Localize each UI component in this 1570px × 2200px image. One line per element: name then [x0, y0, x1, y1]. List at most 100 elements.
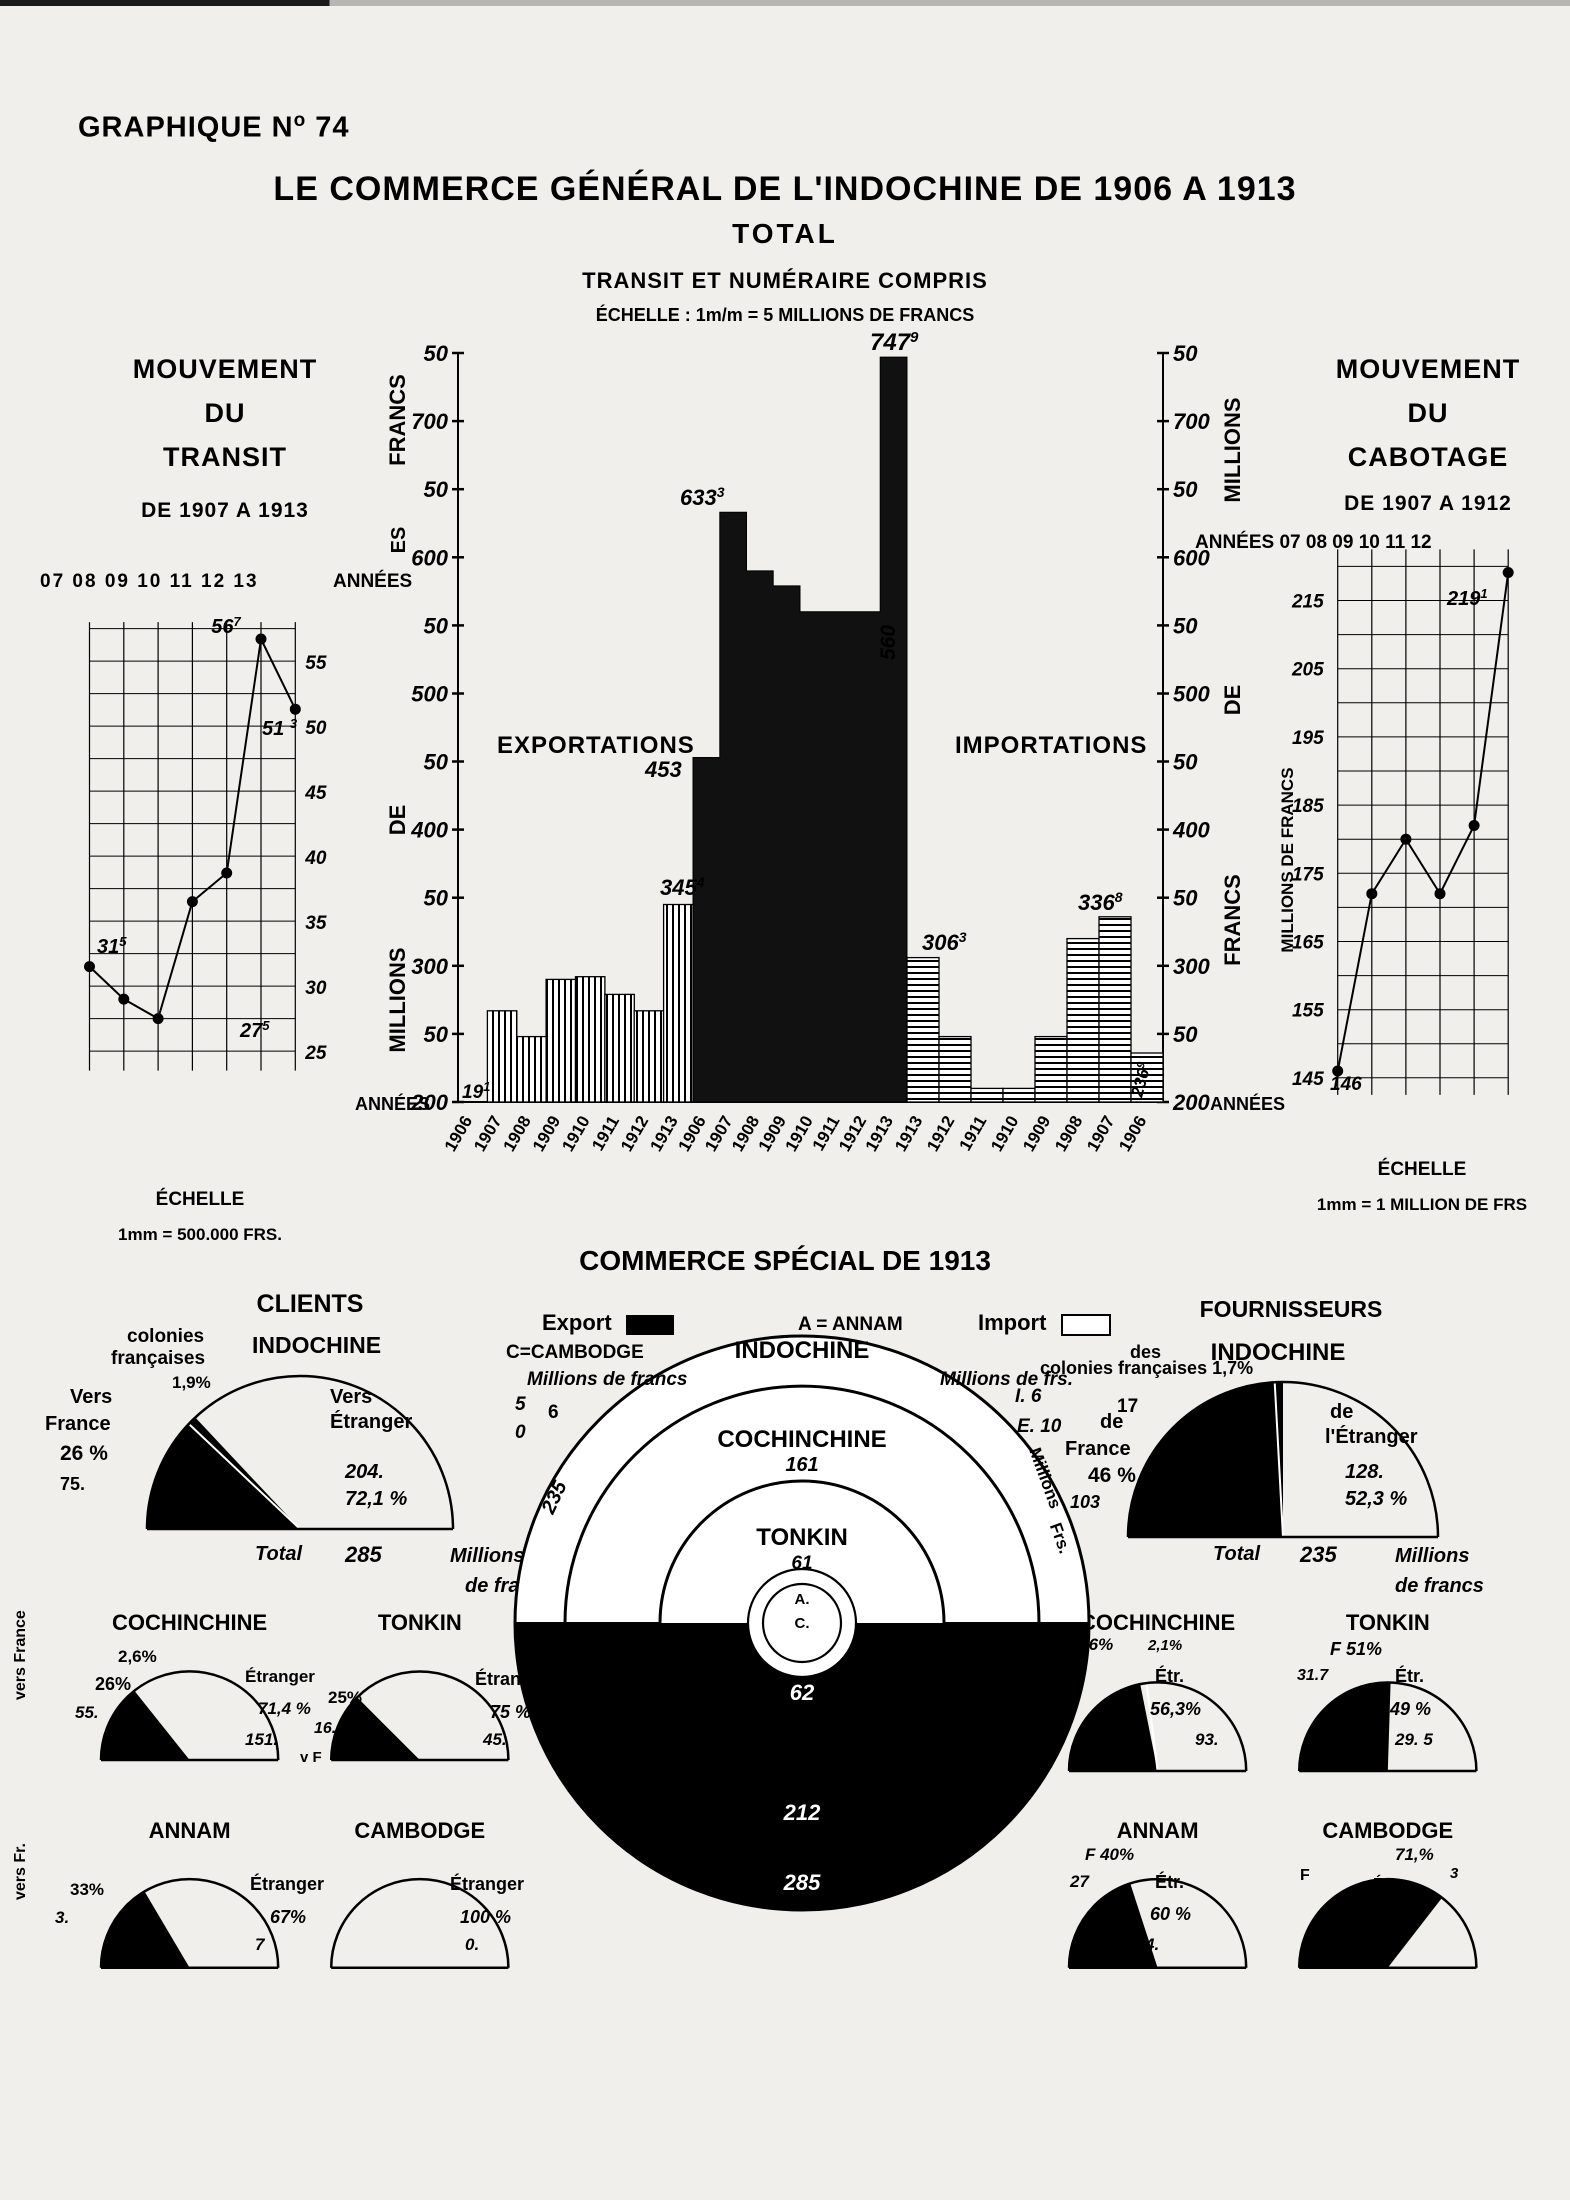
svg-text:100 %: 100 %: [460, 1907, 511, 1927]
svg-text:COCHINCHINE: COCHINCHINE: [717, 1426, 886, 1453]
svg-text:5: 5: [515, 1394, 526, 1415]
svg-text:Vers: Vers: [330, 1386, 372, 1408]
svg-text:235: 235: [1299, 1542, 1337, 1567]
svg-text:26%: 26%: [95, 1674, 131, 1694]
svg-text:56,3%: 56,3%: [1150, 1699, 1201, 1719]
svg-text:0: 0: [515, 1422, 526, 1443]
svg-text:A.: A.: [795, 1591, 810, 1608]
svg-text:Export: Export: [542, 1310, 612, 1335]
svg-text:TONKIN: TONKIN: [1346, 1610, 1430, 1635]
svg-text:v F: v F: [300, 1749, 322, 1766]
svg-text:55.: 55.: [75, 1703, 99, 1722]
svg-text:29. 5: 29. 5: [1394, 1730, 1433, 1749]
svg-text:0.: 0.: [465, 1935, 479, 1954]
svg-text:INDOCHINE: INDOCHINE: [735, 1337, 870, 1364]
svg-text:75 %: 75 %: [490, 1702, 531, 1722]
svg-text:É.: É.: [1373, 1875, 1387, 1892]
svg-text:INDOCHINE: INDOCHINE: [1211, 1339, 1346, 1366]
svg-text:vers France: vers France: [12, 1610, 29, 1700]
svg-text:Étr.: Étr.: [1395, 1665, 1424, 1686]
svg-text:1,5: 1,5: [1372, 1935, 1396, 1954]
svg-text:C.: C.: [795, 1615, 810, 1632]
svg-text:62: 62: [790, 1680, 815, 1705]
svg-text:A = ANNAM: A = ANNAM: [798, 1314, 903, 1335]
svg-text:4.: 4.: [1144, 1935, 1159, 1954]
svg-text:60 %: 60 %: [1150, 1904, 1191, 1924]
svg-text:161: 161: [785, 1454, 818, 1476]
svg-text:45.: 45.: [482, 1730, 507, 1749]
svg-text:3.: 3.: [55, 1908, 69, 1927]
svg-text:61: 61: [791, 1553, 812, 1574]
svg-text:27: 27: [1069, 1872, 1090, 1891]
svg-text:Étranger: Étranger: [330, 1410, 412, 1433]
svg-text:vers Fr.: vers Fr.: [12, 1843, 29, 1900]
svg-text:16.: 16.: [314, 1720, 336, 1737]
svg-text:17: 17: [1117, 1396, 1138, 1417]
svg-text:E. 10: E. 10: [1017, 1416, 1062, 1437]
svg-text:de: de: [1330, 1401, 1353, 1423]
svg-text:71,%: 71,%: [1395, 1845, 1434, 1864]
svg-text:103: 103: [1070, 1492, 1100, 1512]
svg-text:3: 3: [1450, 1865, 1459, 1882]
svg-text:49 %: 49 %: [1389, 1699, 1431, 1719]
svg-text:F 40%: F 40%: [1085, 1845, 1134, 1864]
svg-text:6: 6: [548, 1402, 559, 1423]
svg-text:Étranger: Étranger: [245, 1667, 315, 1686]
svg-text:COCHINCHINE: COCHINCHINE: [112, 1610, 267, 1635]
svg-text:F 51%: F 51%: [1330, 1639, 1382, 1659]
svg-text:2,6%: 2,6%: [118, 1647, 157, 1666]
svg-text:64.: 64.: [1110, 1730, 1134, 1749]
svg-text:29%: 29%: [1369, 1904, 1406, 1924]
svg-text:Total: Total: [255, 1543, 302, 1565]
svg-text:Vers: Vers: [70, 1386, 112, 1408]
svg-text:Étranger: Étranger: [250, 1873, 324, 1894]
svg-text:CAMBODGE: CAMBODGE: [354, 1818, 485, 1843]
svg-text:de francs: de francs: [1395, 1575, 1484, 1597]
svg-text:72,1 %: 72,1 %: [345, 1488, 407, 1510]
svg-text:93.: 93.: [1195, 1730, 1219, 1749]
svg-text:33%: 33%: [70, 1880, 104, 1899]
svg-text:46 %: 46 %: [1088, 1464, 1136, 1487]
svg-text:67%: 67%: [270, 1907, 306, 1927]
svg-text:Étranger: Étranger: [450, 1873, 524, 1894]
svg-text:Étr.: Étr.: [1155, 1665, 1184, 1686]
svg-text:71,4 %: 71,4 %: [258, 1699, 311, 1718]
svg-text:151.: 151.: [245, 1730, 278, 1749]
svg-text:COCHINCHINE: COCHINCHINE: [1080, 1610, 1235, 1635]
svg-text:France: France: [45, 1413, 111, 1435]
svg-text:31.7: 31.7: [1297, 1667, 1329, 1684]
svg-text:ANNAM: ANNAM: [149, 1818, 231, 1843]
svg-text:52,3 %: 52,3 %: [1345, 1488, 1407, 1510]
svg-text:26 %: 26 %: [60, 1442, 108, 1465]
svg-text:CLIENTS: CLIENTS: [257, 1290, 364, 1318]
svg-text:Millions: Millions: [1395, 1545, 1469, 1567]
svg-text:TONKIN: TONKIN: [378, 1610, 462, 1635]
svg-text:Import: Import: [978, 1310, 1047, 1335]
svg-text:Millions de frs.: Millions de frs.: [940, 1369, 1073, 1390]
svg-text:7: 7: [255, 1935, 266, 1954]
svg-text:I. 6: I. 6: [1015, 1386, 1042, 1407]
svg-text:75.: 75.: [60, 1474, 85, 1494]
svg-text:Étr.: Étr.: [1155, 1871, 1184, 1892]
svg-text:France: France: [1065, 1438, 1131, 1460]
svg-text:Millions: Millions: [450, 1545, 524, 1567]
svg-text:colonies: colonies: [127, 1326, 204, 1347]
svg-text:285: 285: [783, 1870, 821, 1895]
svg-text:ANNAM: ANNAM: [1117, 1818, 1199, 1843]
svg-text:Total: Total: [1213, 1543, 1260, 1565]
svg-text:TONKIN: TONKIN: [756, 1524, 848, 1551]
svg-text:2,1%: 2,1%: [1147, 1637, 1182, 1654]
svg-text:C=CAMBODGE: C=CAMBODGE: [506, 1342, 644, 1363]
svg-text:FOURNISSEURS: FOURNISSEURS: [1200, 1296, 1383, 1322]
svg-text:INDOCHINE: INDOCHINE: [252, 1332, 381, 1358]
svg-text:1,9%: 1,9%: [172, 1373, 211, 1392]
svg-text:CAMBODGE: CAMBODGE: [1322, 1818, 1453, 1843]
svg-text:l'Étranger: l'Étranger: [1325, 1425, 1418, 1448]
svg-text:128.: 128.: [1345, 1461, 1384, 1483]
svg-text:204.: 204.: [344, 1461, 384, 1483]
svg-text:françaises: françaises: [111, 1348, 205, 1369]
svg-text:F: F: [1300, 1867, 1310, 1884]
svg-text:25%: 25%: [328, 1688, 362, 1707]
svg-text:Millions de francs: Millions de francs: [527, 1369, 687, 1390]
svg-text:285: 285: [344, 1542, 382, 1567]
